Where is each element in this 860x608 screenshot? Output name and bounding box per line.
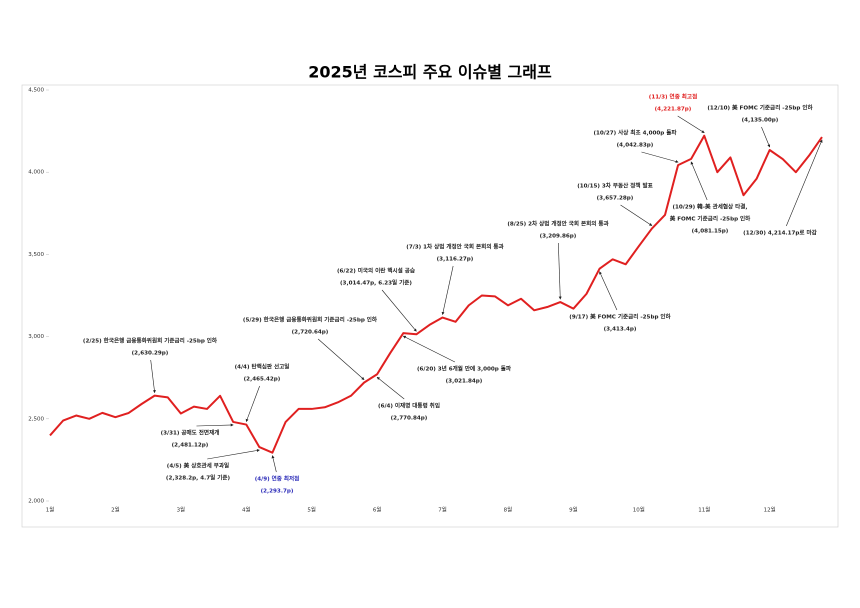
annotation-text: (3,014.47p, 6.23일 기준) <box>340 279 412 287</box>
annotation-arrow <box>207 449 260 460</box>
annotation-text: (6/22) 미국의 이란 핵시설 공습 <box>337 267 415 275</box>
annotation-arrow <box>641 151 679 163</box>
annotation-text: (3,657.28p) <box>597 196 634 202</box>
x-tick-label: 9월 <box>569 506 578 514</box>
annotation-arrow <box>599 271 618 311</box>
annotation-text: (12/30) 4,214.17p로 마감 <box>743 229 818 237</box>
annotation-arrow <box>376 376 405 400</box>
y-tick-label: 4,000 <box>28 170 44 176</box>
annotation-text: (6/20) 3년 6개월 만에 3,000p 돌파 <box>417 365 512 373</box>
y-tick-label: 3,000 <box>28 334 44 340</box>
x-tick-label: 11월 <box>698 506 710 514</box>
y-tick-label: 3,500 <box>28 252 44 258</box>
x-tick-label: 8월 <box>504 506 513 514</box>
annotation-text: (2,481.12p) <box>172 443 209 449</box>
annotation-arrow <box>402 335 456 363</box>
annotation-text: 美 FOMC 기준금리 -25bp 인하 <box>670 215 751 223</box>
x-tick-label: 10월 <box>633 506 645 514</box>
annotation-text: (6/4) 이재명 대통령 취임 <box>378 402 440 410</box>
annotation-arrow <box>381 289 417 332</box>
y-tick-label: 2,500 <box>28 416 44 422</box>
annotation-text: (2,293.7p) <box>261 489 294 495</box>
annotation-text: (3/31) 공매도 전면재개 <box>161 429 220 437</box>
annotation-text: (8/25) 2차 상법 개정안 국회 본회의 통과 <box>507 220 609 228</box>
annotation-text: (9/17) 美 FOMC 기준금리 -25bp 인하 <box>569 313 671 321</box>
annotation-arrow <box>620 204 653 226</box>
annotation-text: (4,042.83p) <box>617 143 654 149</box>
x-tick-label: 3월 <box>177 506 186 514</box>
chart-title: 2025년 코스피 주요 이슈별 그래프 <box>308 63 552 82</box>
kospi-line <box>49 134 823 454</box>
annotation-text: (10/27) 사상 최초 4,000p 돌파 <box>593 129 677 137</box>
annotation-text: (2,465.42p) <box>244 377 281 383</box>
annotation-text: (4,135.00p) <box>742 118 779 124</box>
annotation-text: (3,209.86p) <box>540 234 577 240</box>
annotation-arrow <box>150 359 156 394</box>
plot-frame <box>21 84 839 528</box>
annotation-text: (2,770.84p) <box>391 416 428 422</box>
x-tick-label: 7월 <box>438 506 447 514</box>
x-tick-label: 6월 <box>373 506 382 514</box>
annotation-text: (3,021.84p) <box>446 379 483 385</box>
x-tick-label: 5월 <box>307 506 316 514</box>
annotation-arrow <box>677 115 705 133</box>
annotation-arrow <box>271 455 277 473</box>
annotation-text: (2/25) 한국은행 금융통화위원회 기준금리 -25bp 인하 <box>83 337 218 345</box>
x-tick-label: 1월 <box>46 506 55 514</box>
annotation-text: (10/15) 3차 부동산 정책 발표 <box>577 182 653 190</box>
y-tick-label: 4,500 <box>28 88 44 94</box>
annotation-text: (2,630.29p) <box>132 351 169 357</box>
annotation-text: (10/29) 韓-美 관세협상 타결, <box>672 203 747 211</box>
y-tick-label: 2,000 <box>28 499 44 505</box>
annotation-arrow <box>558 242 562 300</box>
annotation-text: (4/5) 美 상호관세 부과일 <box>167 462 229 470</box>
annotation-arrow <box>786 139 823 227</box>
x-tick-label: 4월 <box>242 506 251 514</box>
annotation-arrow <box>761 126 771 148</box>
annotation-text: (5/29) 한국은행 금융통화위원회 기준금리 -25bp 인하 <box>243 316 378 324</box>
annotation-text: (3,116.27p) <box>437 257 474 263</box>
annotation-text: (4/4) 탄핵심판 선고일 <box>235 363 290 371</box>
annotation-text: (7/3) 1차 상법 개정안 국회 본회의 통과 <box>406 243 504 251</box>
annotation-text: (4,221.87p) <box>655 107 692 113</box>
annotation-text: (11/3) 연중 최고점 <box>649 93 697 101</box>
annotation-arrow <box>441 265 454 316</box>
annotation-text: (12/10) 美 FOMC 기준금리 -25bp 인하 <box>707 104 813 112</box>
annotation-text: (4/9) 연중 최저점 <box>255 475 300 483</box>
annotation-text: (3,413.4p) <box>604 327 637 333</box>
annotation-arrow <box>196 423 234 427</box>
annotation-text: (4,081.15p) <box>692 229 729 235</box>
annotation-arrow <box>317 338 365 380</box>
annotation-arrow <box>690 161 708 201</box>
annotation-text: (2,328.2p, 4.7일 기준) <box>166 474 231 482</box>
x-tick-label: 12월 <box>764 506 776 514</box>
annotation-text: (2,720.64p) <box>292 330 329 336</box>
x-tick-label: 2월 <box>111 506 120 514</box>
annotation-arrow <box>245 385 260 423</box>
